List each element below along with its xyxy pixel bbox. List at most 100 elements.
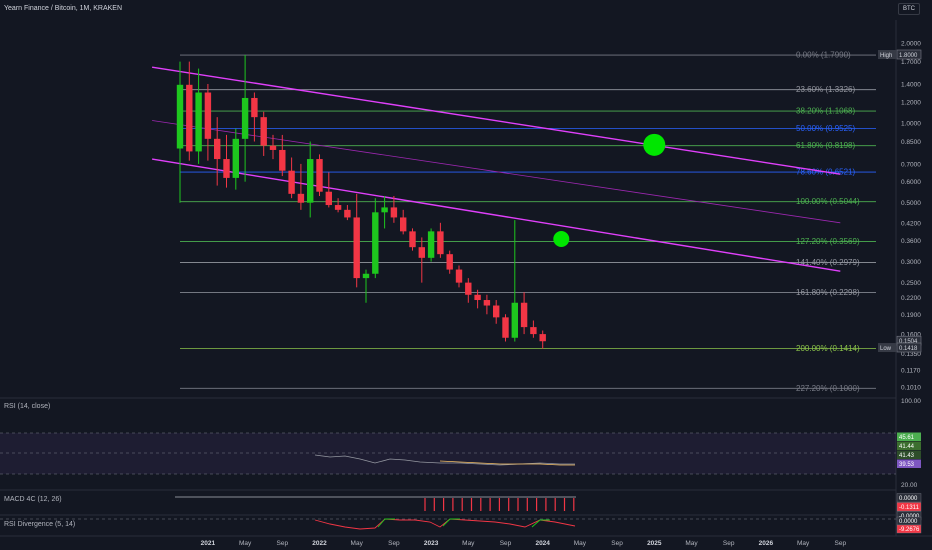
- rsi-axis-top: 100.00: [901, 398, 921, 405]
- price-tick-2: 1.4000: [901, 81, 921, 88]
- fib-label-3: 50.00% (0.9525): [796, 124, 855, 133]
- time-tick-8: Sep: [500, 540, 512, 547]
- candles: [176, 54, 546, 349]
- price-tick-5: 0.8500: [901, 139, 921, 146]
- channel-line-0: [151, 66, 841, 175]
- time-tick-9: 2024: [535, 540, 550, 547]
- trend-channel: [151, 66, 841, 272]
- channel-line-2: [151, 158, 841, 272]
- rsi-band: [0, 433, 896, 474]
- macd-value-bg-0: [896, 493, 922, 503]
- macd-value-bg-1: [896, 502, 922, 512]
- candle-body-10: [269, 145, 277, 150]
- price-tick-6: 0.7000: [901, 161, 921, 168]
- candle-body-8: [251, 97, 258, 118]
- time-axis[interactable]: 2021 May Sep 2022 May Sep 2023 May Sep 2024 May Sep…: [0, 535, 932, 547]
- candle-body-33: [483, 300, 491, 306]
- target-marker-0: [553, 230, 570, 247]
- time-tick-2: Sep: [277, 540, 289, 547]
- candle-body-24: [400, 217, 407, 232]
- axis-value-1: 0.1504: [899, 339, 918, 345]
- candle-body-38: [530, 327, 537, 335]
- price-tick-14: 0.1900: [901, 312, 921, 319]
- fib-label-8: 141.40% (0.2979): [796, 258, 860, 267]
- rsi-value-2: 41.43: [899, 453, 915, 459]
- candle-body-20: [362, 273, 370, 279]
- candle-body-25: [409, 231, 416, 248]
- candle-body-7: [241, 97, 249, 139]
- rsi-value-3: 39.53: [899, 462, 915, 468]
- price-tick-1: 1.7000: [901, 59, 921, 66]
- rsi-value-bg-1: [897, 441, 921, 450]
- candle-body-26: [418, 247, 425, 258]
- fib-label-6: 100.00% (0.5044): [796, 197, 860, 206]
- fib-label-1: 23.60% (1.3326): [796, 85, 855, 94]
- candle-body-23: [390, 207, 398, 218]
- time-tick-15: 2026: [759, 540, 774, 547]
- price-tick-9: 0.4200: [901, 220, 921, 227]
- candle-body-9: [260, 117, 267, 146]
- fib-retracement: 0.00% (1.7990) 23.60% (1.3326) 38.20% (1.1…: [180, 51, 876, 393]
- candle-body-6: [232, 138, 239, 178]
- candle-body-5: [223, 159, 230, 178]
- candle-body-39: [539, 334, 546, 342]
- candle-body-36: [511, 302, 518, 338]
- candle-body-31: [465, 282, 472, 295]
- price-tick-12: 0.2500: [901, 280, 921, 287]
- price-tick-15: 0.1600: [901, 332, 921, 339]
- fib-label-10: 200.00% (0.1414): [796, 344, 860, 353]
- candle-body-32: [474, 294, 481, 301]
- fib-label-9: 161.80% (0.2298): [796, 288, 860, 297]
- candle-body-19: [353, 217, 360, 279]
- price-tick-4: 1.0000: [901, 120, 921, 127]
- price-tick-16: 0.1350: [901, 351, 921, 358]
- fib-label-7: 127.20% (0.3569): [796, 237, 860, 246]
- price-tick-17: 0.1170: [901, 368, 921, 375]
- candle-body-4: [214, 138, 221, 160]
- axis-value-bg-0: [896, 49, 922, 60]
- candle-body-21: [372, 212, 379, 274]
- axis-tag-0: High: [880, 53, 892, 59]
- rsi-value-0: 45.61: [899, 435, 915, 441]
- time-tick-4: May: [351, 540, 364, 547]
- time-tick-5: Sep: [388, 540, 400, 547]
- time-tick-1: May: [239, 540, 252, 547]
- rsi-title: RSI (14, close): [4, 403, 51, 410]
- time-tick-13: May: [685, 540, 698, 547]
- rsidiv-value-0: 0.0000: [899, 519, 918, 525]
- price-tick-10: 0.3600: [901, 238, 921, 245]
- rsi-line: [314, 454, 575, 466]
- candle-body-14: [307, 159, 314, 203]
- fib-label-4: 61.80% (0.8198): [796, 141, 855, 150]
- rsi-value-bg-3: [897, 459, 921, 468]
- axis-value-2: 0.1418: [899, 346, 918, 352]
- time-tick-16: May: [797, 540, 810, 547]
- indicator-panes: 100.00 20.00 45.61 41.44 41.43 39.53 0.0000 -0.…: [0, 397, 922, 534]
- time-tick-17: Sep: [835, 540, 847, 547]
- candle-body-16: [325, 191, 332, 206]
- chart-title: Yearn Finance / Bitcoin, 1M, KRAKEN: [4, 5, 123, 12]
- candle-body-29: [446, 254, 453, 270]
- rsidiv-line-red: [314, 518, 576, 530]
- price-tick-11: 0.3000: [901, 259, 921, 266]
- fib-label-2: 38.20% (1.1068): [796, 107, 855, 116]
- rsi-axis-bottom: 20.00: [901, 482, 918, 489]
- time-tick-14: Sep: [723, 540, 735, 547]
- time-tick-10: May: [574, 540, 587, 547]
- candle-body-13: [297, 193, 305, 203]
- candle-body-2: [195, 92, 202, 152]
- rsi-divergence-title: RSI Divergence (5, 14): [4, 521, 76, 528]
- rsidiv-line-green-2: [531, 519, 550, 528]
- price-tick-3: 1.2000: [901, 99, 921, 106]
- rsidiv-value-1: -9.2676: [899, 527, 920, 533]
- currency-button[interactable]: BTC: [898, 3, 920, 15]
- axis-tag-bg-2: [878, 343, 896, 353]
- time-tick-0: 2021: [201, 540, 216, 547]
- candle-body-18: [344, 209, 351, 218]
- macd-value-1: -0.1311: [899, 505, 920, 511]
- time-tick-6: 2023: [424, 540, 439, 547]
- price-axis[interactable]: 2.0000 1.7000 1.4000 1.2000 1.0000 0.8500 0.70…: [878, 20, 922, 536]
- candle-body-1: [186, 84, 193, 152]
- price-tick-0: 2.0000: [901, 40, 921, 47]
